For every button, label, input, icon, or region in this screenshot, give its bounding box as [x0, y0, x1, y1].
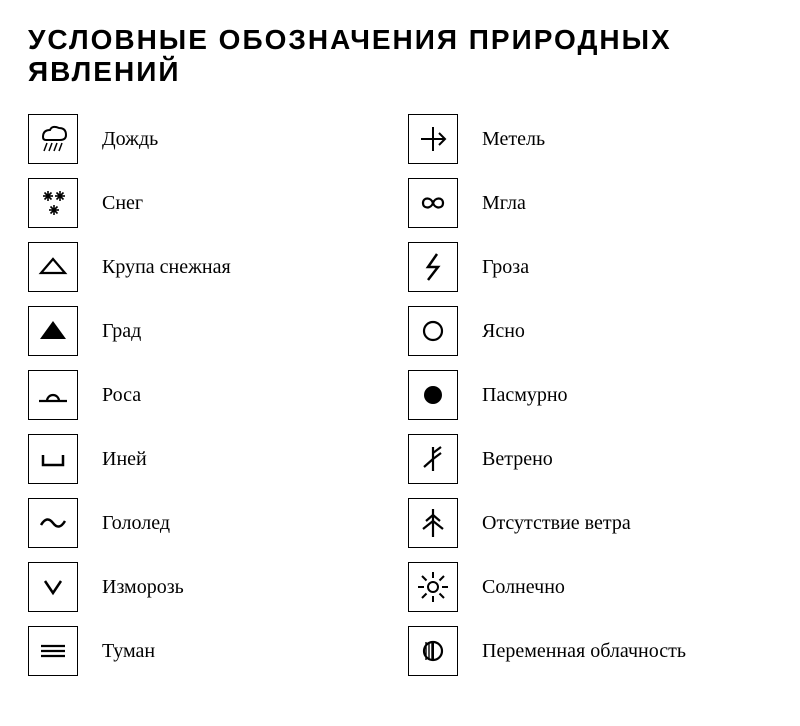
half-shaded-circle-icon — [408, 626, 458, 676]
sun-icon — [408, 562, 458, 612]
snowflakes-icon — [28, 178, 78, 228]
legend-label: Крупа снежная — [102, 256, 231, 279]
legend-label: Мгла — [482, 192, 526, 215]
legend-label: Снег — [102, 192, 143, 215]
legend-label: Переменная облачность — [482, 640, 686, 663]
rain-cloud-icon — [28, 114, 78, 164]
legend-label: Ясно — [482, 320, 525, 343]
legend-row: Ветрено — [408, 434, 768, 484]
legend-label: Гроза — [482, 256, 529, 279]
page-title: УСЛОВНЫЕ ОБОЗНАЧЕНИЯ ПРИРОДНЫХ ЯВЛЕНИЙ — [28, 24, 772, 88]
legend-label: Дождь — [102, 128, 158, 151]
legend-row: Пасмурно — [408, 370, 768, 420]
legend-label: Гололед — [102, 512, 170, 535]
legend-column-left: Дождь — [28, 114, 348, 676]
legend-row: Крупа снежная — [28, 242, 348, 292]
legend-row: Роса — [28, 370, 348, 420]
legend-label: Иней — [102, 448, 147, 471]
frost-bracket-icon — [28, 434, 78, 484]
legend-label: Изморозь — [102, 576, 184, 599]
legend-label: Град — [102, 320, 141, 343]
triangle-filled-icon — [28, 306, 78, 356]
legend-row: Мгла — [408, 178, 768, 228]
chevron-down-icon — [28, 562, 78, 612]
blizzard-arrow-icon — [408, 114, 458, 164]
legend-row: Ясно — [408, 306, 768, 356]
legend-row: Туман — [28, 626, 348, 676]
legend-row: Град — [28, 306, 348, 356]
legend-row: Снег — [28, 178, 348, 228]
legend-label: Метель — [482, 128, 545, 151]
legend-row: Изморозь — [28, 562, 348, 612]
legend-row: Гроза — [408, 242, 768, 292]
dew-arc-icon — [28, 370, 78, 420]
legend-label: Ветрено — [482, 448, 553, 471]
legend-row: Солнечно — [408, 562, 768, 612]
infinity-icon — [408, 178, 458, 228]
calm-tree-icon — [408, 498, 458, 548]
legend-row: Метель — [408, 114, 768, 164]
circle-filled-icon — [408, 370, 458, 420]
legend-row: Дождь — [28, 114, 348, 164]
legend-row: Переменная облачность — [408, 626, 768, 676]
legend-row: Гололед — [28, 498, 348, 548]
wind-branch-icon — [408, 434, 458, 484]
legend-label: Солнечно — [482, 576, 565, 599]
circle-outline-icon — [408, 306, 458, 356]
fog-lines-icon — [28, 626, 78, 676]
legend-row: Отсутствие ветра — [408, 498, 768, 548]
legend-row: Иней — [28, 434, 348, 484]
legend-columns: Дождь — [28, 114, 772, 676]
legend-label: Пасмурно — [482, 384, 568, 407]
legend-label: Роса — [102, 384, 141, 407]
triangle-outline-icon — [28, 242, 78, 292]
legend-label: Туман — [102, 640, 155, 663]
tilde-wave-icon — [28, 498, 78, 548]
legend-label: Отсутствие ветра — [482, 512, 631, 535]
legend-column-right: Метель Мгла Гроза Яс — [408, 114, 768, 676]
lightning-icon — [408, 242, 458, 292]
